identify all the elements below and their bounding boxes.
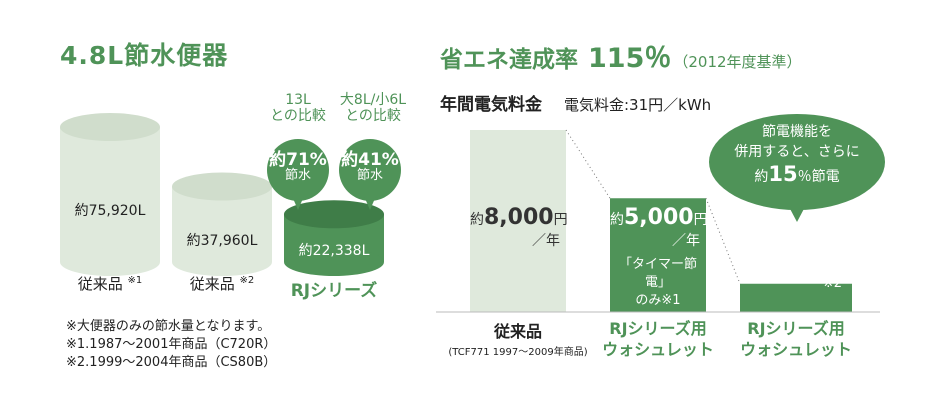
- category-name-1: 従来品: [77, 275, 123, 293]
- extra-saving-pre: 約: [754, 169, 769, 185]
- bar-value-2-num: 5,000: [624, 205, 694, 230]
- right-title-note: （2012年度基準）: [673, 53, 802, 71]
- bar-category-1-sub: (TCF771 1997～2009年商品): [448, 347, 588, 358]
- extra-saving-bubble-shape: [709, 114, 885, 222]
- extra-saving-bubble-body: [709, 114, 885, 210]
- cylinder-1: [60, 113, 160, 276]
- saving-bubbles: [267, 139, 401, 210]
- category-mark-2: ※2: [239, 275, 255, 286]
- bar-group: [436, 130, 880, 313]
- compare-label-13l: 13L との比較: [270, 92, 326, 124]
- saving-bubble-1-value: 約71%: [269, 150, 327, 170]
- guide-1: [565, 129, 611, 199]
- bar-value-1-num: 8,000: [484, 205, 554, 230]
- left-title: 4.8L節水便器: [60, 41, 229, 70]
- dotted-guides: [565, 129, 741, 284]
- bar-value-1-per: ／年: [532, 233, 560, 249]
- cylinder-value-1: 約75,920L: [74, 203, 146, 219]
- cylinder-3: [284, 200, 384, 276]
- extra-saving-line1: 節電機能を: [762, 124, 832, 140]
- right-subtitle: 年間電気料金: [440, 95, 542, 115]
- bar-1: [470, 130, 566, 312]
- category-label-2: 従来品 ※2: [172, 273, 272, 294]
- saving-bubble-1: 約71% 節水: [268, 152, 328, 184]
- saving-bubble-shape-2: [339, 139, 401, 210]
- saving-bubble-shape-1: [267, 139, 329, 210]
- extra-saving-post: ％節電: [797, 169, 840, 185]
- cylinder-value-3: 約22,338L: [298, 243, 370, 259]
- bar-value-1-unit: 円: [553, 212, 568, 228]
- bar-3-note-1: 「タイマー節電」: [743, 232, 848, 247]
- right-title: 省エネ達成率 115％ （2012年度基準）: [440, 36, 802, 75]
- bar-value-1-pre: 約: [470, 212, 484, 228]
- bar-2: [610, 198, 706, 312]
- bar-category-2: RJシリーズ用 ウォシュレット: [592, 318, 724, 360]
- bar-category-2-line2: ウォシュレット: [602, 340, 714, 359]
- category-label-1: 従来品 ※1: [60, 273, 160, 294]
- saving-bubble-2: 約41% 節水: [340, 152, 400, 184]
- bar-value-2-pre: 約: [610, 212, 624, 228]
- compare-label-8l: 大8L/小6L との比較: [339, 92, 407, 124]
- bar-value-2-per: ／年: [672, 233, 700, 249]
- extra-saving-line2: 併用すると、さらに: [734, 144, 860, 160]
- electricity-rate: 電気料金:31円／kWh: [564, 96, 712, 114]
- bar-value-2: 約5,000円 ／年: [610, 205, 708, 250]
- guide-2: [705, 198, 741, 284]
- right-title-value: 115％: [588, 43, 672, 74]
- bar-category-1: 従来品: [493, 322, 542, 341]
- right-title-main: 省エネ達成率: [440, 47, 578, 73]
- note-3: ※2.1999～2004年商品（CS80B）: [66, 355, 277, 370]
- bar-category-3: RJシリーズ用 ウォシュレット: [730, 318, 862, 360]
- bar-category-3-line1: RJシリーズ用: [747, 319, 845, 338]
- extra-saving-bubble: 節電機能を 併用すると、さらに 約15％節電: [712, 122, 882, 187]
- bar-3-note-3: ※2: [822, 276, 842, 291]
- extra-saving-line3: 約15％節電: [712, 164, 882, 187]
- bar-3-note-2: 「おまかせ節電」: [743, 260, 848, 275]
- right-subtitle-row: 年間電気料金 電気料金:31円／kWh: [440, 90, 711, 115]
- cylinder-value-2: 約37,960L: [186, 233, 258, 249]
- cylinder-2: [172, 172, 272, 276]
- bar-value-1: 約8,000円 ／年: [470, 205, 568, 250]
- bar-value-2-unit: 円: [693, 212, 708, 228]
- bar-3-plus: +: [789, 245, 803, 263]
- saving-bubble-1-sub: 節水: [284, 168, 311, 183]
- bar-2-note: 「タイマー節電」 のみ※1: [618, 257, 697, 308]
- cylinder-group: [60, 113, 384, 276]
- saving-bubble-2-sub: 節水: [356, 168, 383, 183]
- saving-bubble-2-value: 約41%: [341, 150, 399, 170]
- extra-saving-bubble-tail: [788, 205, 806, 222]
- bar-category-3-line2: ウォシュレット: [740, 340, 852, 359]
- note-2: ※1.1987～2001年商品（C720R）: [66, 337, 277, 352]
- category-label-rj: RJシリーズ: [290, 281, 378, 301]
- bar-category-2-line1: RJシリーズ用: [609, 319, 707, 338]
- bar-3-note: 「タイマー節電」 + 「おまかせ節電」 ※2: [740, 232, 852, 292]
- category-name-2: 従来品: [189, 275, 235, 293]
- category-mark-1: ※1: [127, 275, 143, 286]
- extra-saving-value: 15: [768, 162, 798, 186]
- bar-3: [740, 283, 852, 312]
- note-1: ※大便器のみの節水量となります。: [66, 319, 271, 334]
